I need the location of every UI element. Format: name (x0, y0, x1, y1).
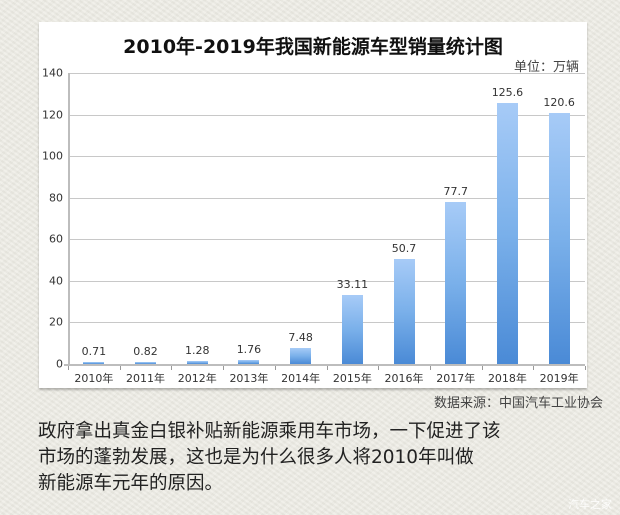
value-label: 120.6 (543, 96, 575, 110)
y-tick-label: 80 (49, 191, 63, 205)
x-tick-mark (119, 366, 121, 370)
x-tick-mark (223, 366, 225, 370)
caption-line: 政府拿出真金白银补贴新能源乘用车市场，一下促进了该 (38, 421, 501, 442)
x-tick-mark (274, 366, 276, 370)
y-tick-label: 40 (49, 274, 63, 288)
x-tick-label: 2018年 (487, 372, 527, 385)
y-tick-label: 140 (42, 66, 63, 80)
value-label: 125.6 (491, 85, 524, 99)
x-tick-label: 2015年 (332, 372, 372, 385)
caption-line: 新能源车元年的原因。 (38, 473, 224, 494)
gridline (68, 197, 585, 199)
x-tick-label: 2011年 (126, 372, 166, 385)
gridline (68, 156, 585, 158)
x-tick-mark (429, 366, 431, 370)
x-tick-label: 2012年 (177, 372, 217, 385)
unit-label: 单位：万辆 (513, 60, 579, 75)
x-tick-mark (326, 366, 328, 370)
gridline (68, 322, 585, 324)
gridline (68, 114, 585, 116)
bar (290, 348, 312, 364)
x-tick-label: 2013年 (229, 372, 269, 385)
bar (341, 295, 363, 364)
value-label: 0.82 (133, 345, 158, 358)
value-label: 1.76 (236, 343, 262, 357)
bar (393, 258, 415, 364)
x-tick-mark (481, 366, 483, 370)
y-tick-label: 20 (49, 315, 63, 329)
value-label: 33.11 (336, 278, 369, 292)
x-tick-mark (533, 366, 535, 370)
y-tick-label: 100 (42, 149, 63, 163)
bar (496, 102, 518, 364)
chart-panel: 2010年-2019年我国新能源车型销量统计图 单位：万辆 0 20 40 60 80 1… (39, 22, 587, 388)
x-tick-label: 2019年 (539, 372, 579, 385)
chart-title: 2010年-2019年我国新能源车型销量统计图 (123, 36, 503, 58)
x-tick-mark (378, 366, 380, 370)
data-source: 数据来源：中国汽车工业协会 (433, 396, 603, 411)
x-tick-label: 2010年 (74, 372, 114, 385)
bar (238, 360, 260, 364)
caption-line: 市场的蓬勃发展，这也是为什么很多人将2010年叫做 (38, 447, 474, 468)
x-tick-mark (585, 366, 586, 370)
y-tick-label: 60 (49, 232, 63, 246)
gridline (68, 73, 585, 74)
value-label: 50.7 (391, 241, 417, 255)
gridline (68, 280, 585, 282)
bar (445, 202, 467, 364)
watermark-logo: 汽车之家 (568, 498, 612, 511)
bar (135, 362, 157, 364)
caption: 政府拿出真金白银补贴新能源乘用车市场，一下促进了该 市场的蓬勃发展，这也是为什么… (38, 419, 608, 497)
x-tick-mark (68, 366, 69, 370)
x-tick-label: 2016年 (384, 372, 424, 385)
value-label: 1.28 (185, 344, 210, 358)
bar (186, 361, 208, 364)
value-label: 7.48 (288, 331, 313, 345)
gridline (68, 239, 585, 241)
x-tick-mark (171, 366, 173, 370)
bar (548, 113, 570, 364)
value-label: 77.7 (443, 185, 469, 199)
value-label: 0.71 (81, 345, 107, 358)
y-axis (68, 73, 70, 366)
y-tick-label: 120 (42, 108, 63, 122)
x-tick-label: 2014年 (281, 372, 321, 385)
x-tick-label: 2017年 (436, 372, 476, 385)
x-axis (64, 364, 585, 366)
y-tick-label: 0 (56, 357, 63, 371)
bar (83, 362, 105, 364)
